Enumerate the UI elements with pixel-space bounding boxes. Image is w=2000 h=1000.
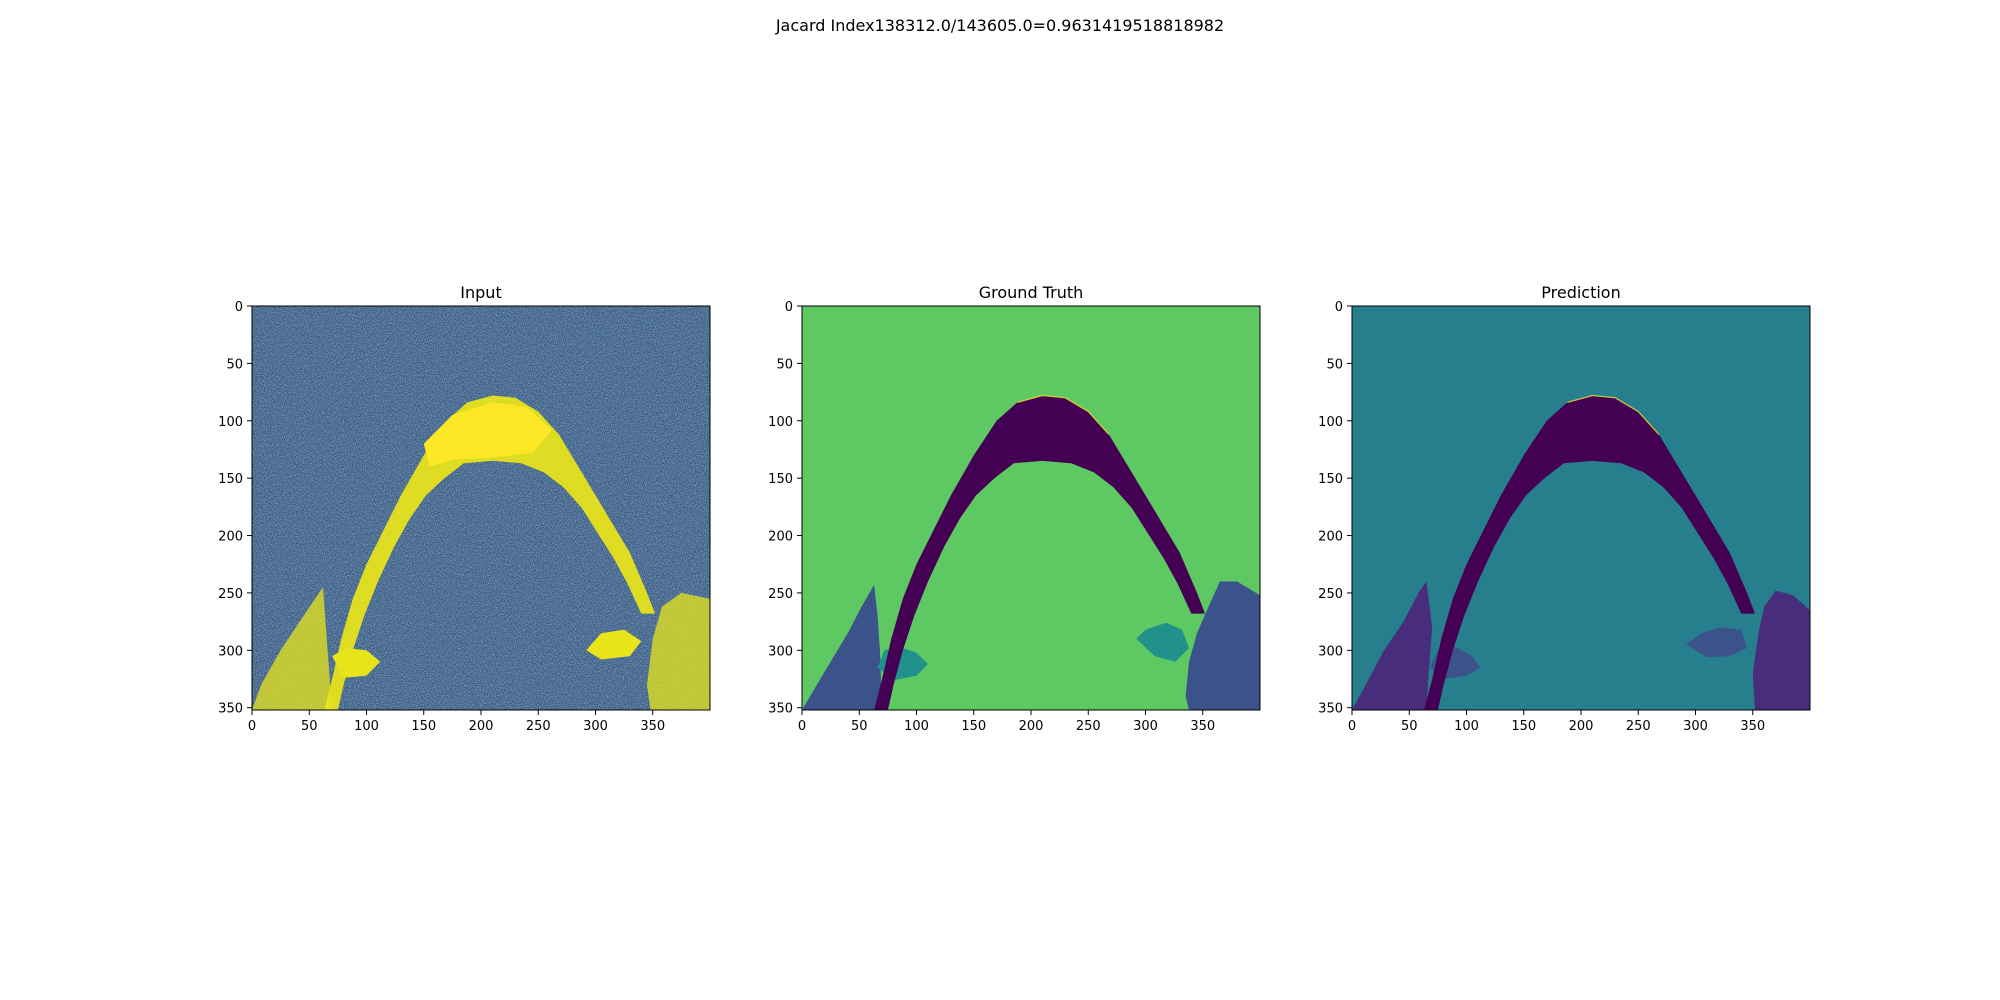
panel-ground-truth: 0 50 100 150 200 250 300 350 0 50 100 150 200 250 300 3…	[768, 283, 1261, 734]
y-tick-label: 200	[1318, 530, 1343, 545]
ground-truth-arc-edge	[1017, 394, 1110, 435]
x-tick-label: 350	[640, 719, 665, 734]
prediction-right-region	[1752, 590, 1810, 710]
ground-truth-arc-region	[874, 395, 1205, 710]
y-tick-label: 300	[218, 644, 243, 659]
x-tick-label: 200	[469, 719, 494, 734]
x-tick-label: 250	[1626, 719, 1651, 734]
panel-prediction: 0 50 100 150 200 250 300 350 0 50 100 150 200 250 300 3…	[1318, 283, 1811, 734]
y-tick-label: 300	[1318, 644, 1343, 659]
y-tick-label: 350	[768, 702, 793, 717]
image-ground-truth	[802, 306, 1260, 710]
x-tick-label: 100	[354, 719, 379, 734]
y-tick-label: 0	[785, 300, 793, 315]
ground-truth-right-region	[1185, 581, 1260, 710]
x-tick-label: 350	[1740, 719, 1765, 734]
x-tick-label: 350	[1190, 719, 1215, 734]
image-input	[252, 306, 710, 710]
panel-title-input: Input	[460, 283, 501, 302]
prediction-arc-region	[1424, 395, 1755, 710]
x-tick-label: 300	[1683, 719, 1708, 734]
input-speckle	[252, 306, 710, 710]
y-tick-label: 150	[1318, 472, 1343, 487]
x-tick-label: 300	[583, 719, 608, 734]
y-tick-label: 200	[768, 530, 793, 545]
x-tick-label: 250	[1076, 719, 1101, 734]
y-tick-label: 100	[768, 415, 793, 430]
y-tick-label: 350	[218, 702, 243, 717]
y-tick-label: 50	[226, 357, 243, 372]
x-tick-label: 50	[301, 719, 318, 734]
prediction-left-region	[1352, 581, 1433, 710]
figure-title: Jacard Index138312.0/143605.0=0.96314195…	[775, 16, 1225, 35]
y-tick-label: 0	[235, 300, 243, 315]
y-tick-label: 150	[218, 472, 243, 487]
panel-input: 0 50 100 150 200 250 300 350 0 50 100 150 200 250 300 3…	[218, 283, 711, 734]
image-prediction	[1352, 306, 1810, 710]
x-tick-label: 100	[1454, 719, 1479, 734]
x-tick-label: 50	[1401, 719, 1418, 734]
x-tick-label: 150	[411, 719, 436, 734]
ground-truth-right-blob	[1136, 622, 1189, 662]
x-tick-label: 150	[961, 719, 986, 734]
y-tick-label: 100	[1318, 415, 1343, 430]
prediction-right-blob	[1686, 627, 1747, 658]
panel-title-prediction: Prediction	[1541, 283, 1620, 302]
x-tick-label: 150	[1511, 719, 1536, 734]
panel-title-ground-truth: Ground Truth	[979, 283, 1084, 302]
y-tick-label: 250	[1318, 587, 1343, 602]
prediction-arc-edge	[1567, 394, 1660, 435]
y-tick-label: 150	[768, 472, 793, 487]
x-tick-label: 200	[1569, 719, 1594, 734]
x-tick-label: 0	[798, 719, 806, 734]
y-tick-label: 0	[1335, 300, 1343, 315]
y-tick-label: 250	[218, 587, 243, 602]
y-tick-label: 50	[1326, 357, 1343, 372]
y-tick-label: 200	[218, 530, 243, 545]
y-tick-label: 300	[768, 644, 793, 659]
x-tick-label: 300	[1133, 719, 1158, 734]
y-tick-label: 50	[776, 357, 793, 372]
x-tick-label: 200	[1019, 719, 1044, 734]
y-tick-label: 100	[218, 415, 243, 430]
y-tick-label: 250	[768, 587, 793, 602]
x-tick-label: 100	[904, 719, 929, 734]
x-tick-label: 50	[851, 719, 868, 734]
y-tick-label: 350	[1318, 702, 1343, 717]
x-tick-label: 0	[1348, 719, 1356, 734]
x-tick-label: 250	[526, 719, 551, 734]
ground-truth-left-region	[802, 584, 883, 710]
x-tick-label: 0	[248, 719, 256, 734]
